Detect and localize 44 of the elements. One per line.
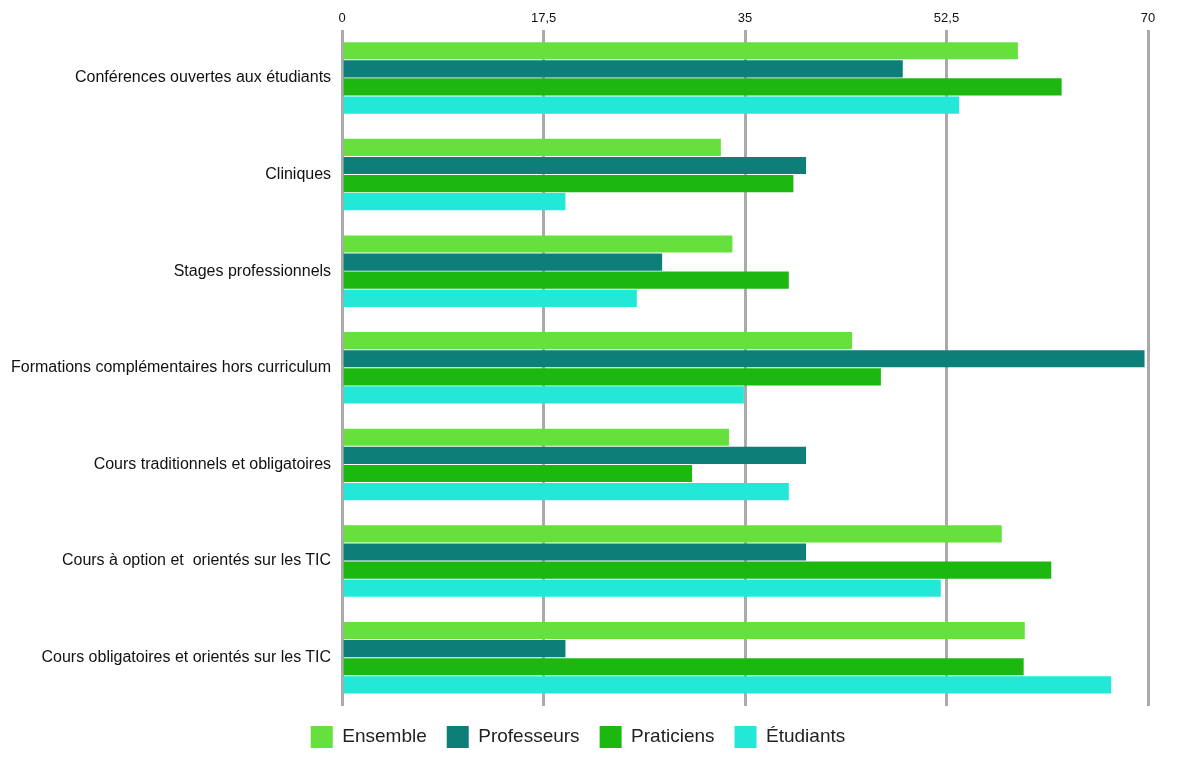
bar [343,42,1018,60]
bar [343,428,729,446]
legend-label: Étudiants [766,725,846,747]
bar [343,561,1052,579]
y-tick-label: Cliniques [265,164,332,182]
x-tick-label: 17,5 [530,10,557,26]
bar [343,96,960,114]
legend-label: Professeurs [478,725,580,747]
x-tick-label: 35 [737,10,753,26]
bar [343,446,807,464]
bar [343,271,789,289]
bar [343,78,1062,96]
bar [343,621,1025,640]
bar [343,543,807,561]
bar [343,175,794,193]
bar [343,253,663,271]
legend-label: Praticiens [631,725,715,747]
bar [343,156,807,175]
bar [343,525,1002,543]
bar [343,640,566,658]
bar [343,368,881,386]
y-tick-label: Cours traditionnels et obligatoires [93,454,332,472]
bar [343,235,733,253]
legend-label: Ensemble [342,725,427,747]
bar [343,289,637,307]
bar [343,676,1112,694]
bar [343,483,789,501]
y-tick-label: Conférences ouvertes aux étudiants [74,68,332,86]
bar [343,464,693,483]
bar [343,658,1024,676]
y-tick-label: Cours obligatoires et orientés sur les TIC [41,648,332,666]
x-tick-label: 70 [1140,10,1156,26]
bar [343,332,853,350]
y-tick-label: Cours à option et orientés sur les TIC [61,551,332,569]
bar [343,350,1145,368]
y-tick-label: Stages professionnels [173,261,332,279]
bar [343,60,903,78]
bar [343,579,941,597]
bar [343,138,721,156]
bar [343,386,744,404]
y-tick-label: Formations complémentaires hors curriculum [10,358,332,376]
x-tick-label: 0 [338,10,346,26]
x-tick-label: 52,5 [933,10,960,26]
bar [343,193,566,211]
